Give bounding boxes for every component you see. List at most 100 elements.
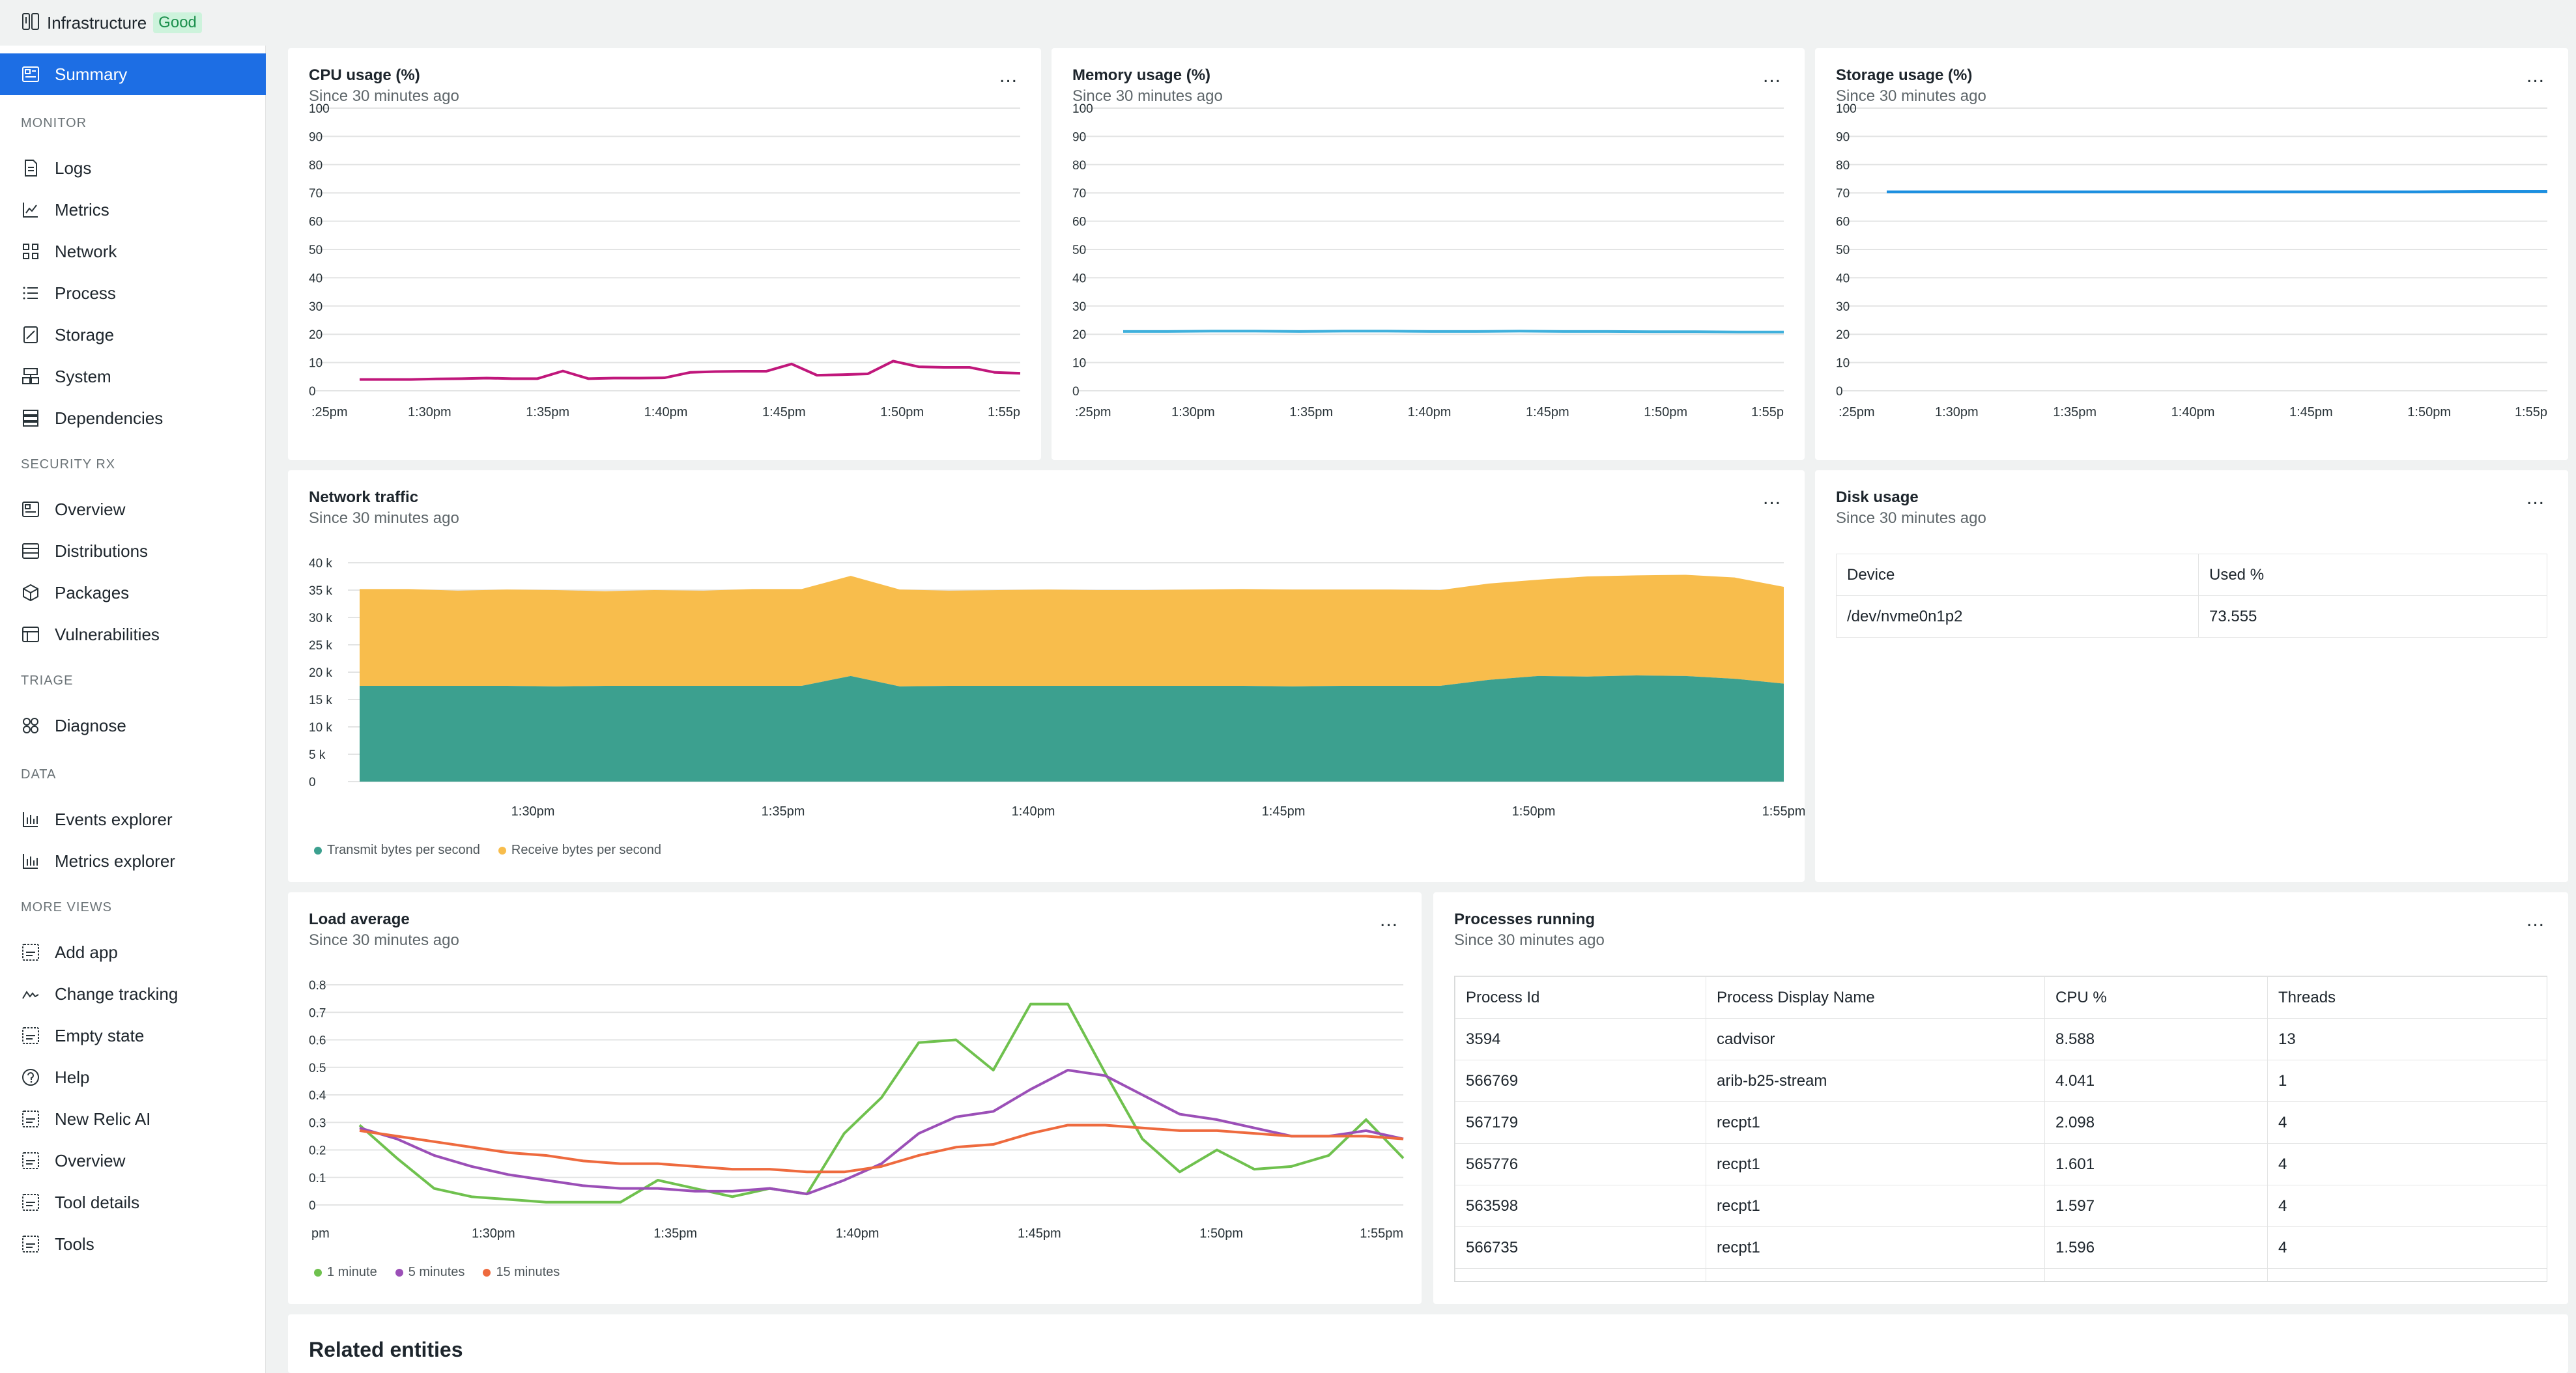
legend-item-transmit[interactable]: Transmit bytes per second [314, 843, 480, 858]
table-cell: 73.555 [2198, 595, 2547, 638]
sidebar-item-new-relic-ai[interactable]: New Relic AI [0, 1098, 266, 1140]
card-menu-button[interactable]: ... [2526, 487, 2545, 509]
table-row[interactable]: 566769 arib-b25-stream 4.041 1 [1455, 1060, 2547, 1102]
section-title: Related entities [309, 1338, 463, 1361]
column-header[interactable]: Used % [2198, 554, 2547, 596]
x-tick-label: 1:50pm [1512, 804, 1556, 819]
table-cell: arib-b25-stream [1706, 1060, 2045, 1102]
y-tick-label: 40 [309, 272, 322, 285]
section-triage: TRIAGE [21, 673, 74, 688]
receive-area [360, 574, 1784, 686]
sidebar-item-system[interactable]: System [0, 356, 266, 397]
y-tick-label: 10 [1836, 357, 1850, 371]
table-cell: 3594 [1455, 1018, 1706, 1060]
card-title: Network traffic [309, 488, 419, 506]
table-row[interactable]: 566735 recpt1 1.596 4 [1455, 1226, 2547, 1269]
sidebar-item-metrics[interactable]: Metrics [0, 189, 266, 231]
table-row[interactable]: 565776 recpt1 1.601 4 [1455, 1143, 2547, 1185]
card-menu-button[interactable]: ... [1762, 487, 1781, 509]
card-subtitle: Since 30 minutes ago [1454, 931, 1605, 949]
column-header[interactable]: CPU % [2044, 976, 2268, 1019]
x-tick-label: 1:35pm [653, 1226, 697, 1241]
table-cell: recpt1 [1706, 1185, 2045, 1227]
legend-item-15-minutes[interactable]: 15 minutes [483, 1265, 560, 1280]
app-icon [22, 1194, 39, 1211]
sidebar-item-change-tracking[interactable]: Change tracking [0, 973, 266, 1015]
table-cell: 566735 [1455, 1226, 1706, 1269]
sidebar-item-label: New Relic AI [55, 1109, 151, 1129]
card-menu-button[interactable]: ... [1379, 909, 1398, 931]
table-row[interactable]: 563598 recpt1 1.597 4 [1455, 1185, 2547, 1227]
sidebar-item-distributions[interactable]: Distributions [0, 530, 266, 572]
memory-usage-chart: 0 10 20 30 40 50 60 70 80 90 100:25pm 1:30pm 1:35pm 1… [1072, 102, 1784, 419]
legend-item-1-minute[interactable]: 1 minute [314, 1265, 377, 1280]
y-tick-label: 30 [1836, 300, 1850, 314]
status-badge: Good [153, 12, 202, 33]
load-average-chart: 0 0.1 0.2 0.3 0.4 0.5 0.6 0.7 0.8 pm 1:30pm 1:35pm 1… [309, 979, 1405, 1241]
column-header[interactable]: Device [1836, 554, 2199, 596]
system-icon [22, 368, 39, 384]
card-menu-button[interactable]: ... [2526, 909, 2545, 931]
table-cell [1706, 1268, 2045, 1281]
sidebar-item-events-explorer[interactable]: Events explorer [0, 799, 266, 840]
sidebar-item-empty-state[interactable]: Empty state [0, 1015, 266, 1056]
sidebar-item-overview[interactable]: Overview [0, 488, 266, 530]
sidebar-item-summary[interactable]: Summary [0, 53, 266, 95]
sidebar: Summary MONITOR Logs Metrics Network Pro… [0, 46, 266, 1373]
table-row[interactable]: 3594 cadvisor 8.588 13 [1455, 1018, 2547, 1060]
column-header[interactable]: Process Display Name [1706, 976, 2045, 1019]
table-row[interactable]: 567179 recpt1 2.098 4 [1455, 1101, 2547, 1144]
sidebar-item-add-app[interactable]: Add app [0, 931, 266, 973]
sidebar-item-diagnose[interactable]: Diagnose [0, 705, 266, 746]
sidebar-item-process[interactable]: Process [0, 272, 266, 314]
table-cell: 563598 [1455, 1185, 1706, 1227]
legend-item-receive[interactable]: Receive bytes per second [498, 843, 661, 858]
x-tick-label: 1:35pm [2053, 405, 2097, 419]
table-row[interactable] [1455, 1268, 2547, 1281]
y-tick-label: 90 [1072, 130, 1086, 144]
x-tick-label: 1:30pm [511, 804, 555, 819]
y-tick-label: 30 [1072, 300, 1086, 314]
sidebar-item-tool-details[interactable]: Tool details [0, 1182, 266, 1223]
processes-table-scroll[interactable]: Process Id Process Display Name CPU % Th… [1454, 976, 2547, 1282]
y-tick-label: 60 [309, 216, 322, 229]
card-menu-button[interactable]: ... [1762, 65, 1781, 87]
sidebar-item-network[interactable]: Network [0, 231, 266, 272]
card-title: Storage usage (%) [1836, 66, 1973, 84]
column-header[interactable]: Process Id [1455, 976, 1706, 1019]
series-line [359, 1124, 1404, 1174]
sidebar-item-storage[interactable]: Storage [0, 314, 266, 356]
x-tick-label: 1:45pm [1526, 405, 1569, 419]
y-tick-label: 90 [309, 130, 322, 144]
legend-item-5-minutes[interactable]: 5 minutes [395, 1265, 465, 1280]
sidebar-item-overview-more[interactable]: Overview [0, 1140, 266, 1182]
sidebar-item-label: Overview [55, 499, 126, 519]
card-title: Load average [309, 911, 410, 928]
sidebar-item-logs[interactable]: Logs [0, 147, 266, 189]
card-subtitle: Since 30 minutes ago [1836, 87, 1986, 105]
related-entities-card: Related entities [288, 1314, 2568, 1373]
sidebar-item-label: Logs [55, 158, 92, 178]
sidebar-item-packages[interactable]: Packages [0, 572, 266, 614]
y-tick-label: 0 [309, 385, 316, 399]
legend-label: 15 minutes [496, 1265, 560, 1279]
column-header[interactable]: Threads [2267, 976, 2547, 1019]
sidebar-item-help[interactable]: Help [0, 1056, 266, 1098]
x-tick-label: 1:35pm [1289, 405, 1333, 419]
card-title: Disk usage [1836, 488, 1919, 506]
x-tick-label: 1:40pm [644, 405, 688, 419]
chart-legend: Transmit bytes per second Receive bytes … [314, 843, 661, 858]
table-cell: 13 [2267, 1018, 2547, 1060]
table-row[interactable]: /dev/nvme0n1p2 73.555 [1836, 595, 2547, 638]
sidebar-item-dependencies[interactable]: Dependencies [0, 397, 266, 439]
sidebar-item-vulnerabilities[interactable]: Vulnerabilities [0, 614, 266, 655]
card-menu-button[interactable]: ... [2526, 65, 2545, 87]
y-tick-label: 20 [1836, 328, 1850, 342]
sidebar-item-tools[interactable]: Tools [0, 1223, 266, 1265]
x-tick-label: 1:40pm [1012, 804, 1055, 819]
sidebar-item-label: Empty state [55, 1025, 145, 1045]
y-tick-label: 100 [1836, 102, 1857, 116]
card-menu-button[interactable]: ... [999, 65, 1018, 87]
x-tick-label: 1:50pm [2407, 405, 2451, 419]
sidebar-item-metrics-explorer[interactable]: Metrics explorer [0, 840, 266, 882]
